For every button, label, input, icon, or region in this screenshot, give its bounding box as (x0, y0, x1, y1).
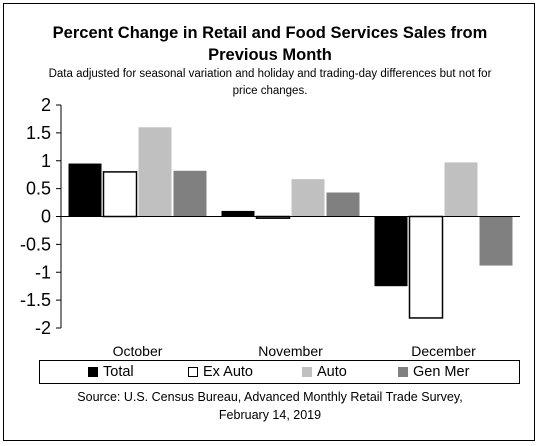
x-axis-category-labels: October November December (113, 343, 477, 359)
bar-ex-auto-december (408, 215, 444, 319)
source-note-line-1: Source: U.S. Census Bureau, Advanced Mon… (77, 390, 463, 404)
x-category-label-december: December (411, 343, 476, 359)
bar-total-october (68, 163, 102, 217)
bar-series (68, 127, 513, 319)
x-category-label-october: October (113, 343, 163, 359)
legend-swatch-ex-auto (188, 367, 198, 377)
y-tick-label: -0.5 (20, 234, 51, 254)
x-category-label-november: November (258, 343, 323, 359)
chart-legend: Total Ex Auto Auto Gen Mer (39, 360, 520, 384)
y-tick-label: 1.5 (26, 123, 51, 143)
bar-gen-mer-december (479, 216, 513, 266)
chart-subtitle-line-1: Data adjusted for seasonal variation and… (48, 68, 492, 80)
legend-item-gen-mer: Gen Mer (398, 364, 469, 380)
bar-gen-mer-november (326, 192, 360, 217)
bar-chart: 2 1.5 1 0.5 0 -0.5 -1 -1.5 -2 October November Dec… (20, 95, 520, 359)
legend-item-total: Total (88, 364, 134, 380)
y-tick-label: 2 (41, 95, 51, 115)
legend-item-auto: Auto (302, 364, 347, 380)
y-tick-label: -1 (35, 262, 51, 282)
legend-label-gen-mer: Gen Mer (413, 364, 470, 380)
legend-swatch-gen-mer (398, 367, 408, 377)
bar-auto-october (138, 127, 172, 217)
y-tick-label: -2 (35, 318, 51, 338)
legend-swatch-total (88, 367, 98, 377)
bar-auto-december (444, 162, 478, 217)
legend-label-auto: Auto (317, 364, 347, 380)
y-tick-label: 1 (41, 151, 51, 171)
y-tick-label: 0.5 (26, 179, 51, 199)
chart-frame (3, 3, 535, 441)
bar-ex-auto-october (102, 171, 138, 218)
legend-item-ex-auto: Ex Auto (188, 364, 253, 380)
legend-swatch-auto (302, 367, 312, 377)
bar-gen-mer-october (173, 170, 207, 217)
y-tick-label: 0 (41, 207, 51, 227)
bar-auto-november (291, 179, 325, 217)
chart-title-line-1: Percent Change in Retail and Food Servic… (52, 24, 488, 42)
legend-label-total: Total (103, 364, 134, 380)
bar-total-november (221, 210, 255, 217)
chart-subtitle-line-2: price changes. (232, 85, 308, 97)
chart-title-line-2: Previous Month (208, 46, 332, 64)
legend-label-ex-auto: Ex Auto (203, 364, 253, 380)
y-axis-ticks: 2 1.5 1 0.5 0 -0.5 -1 -1.5 -2 (20, 95, 61, 338)
y-tick-label: -1.5 (20, 290, 51, 310)
bar-total-december (374, 216, 408, 287)
source-note-line-2: February 14, 2019 (218, 408, 322, 422)
